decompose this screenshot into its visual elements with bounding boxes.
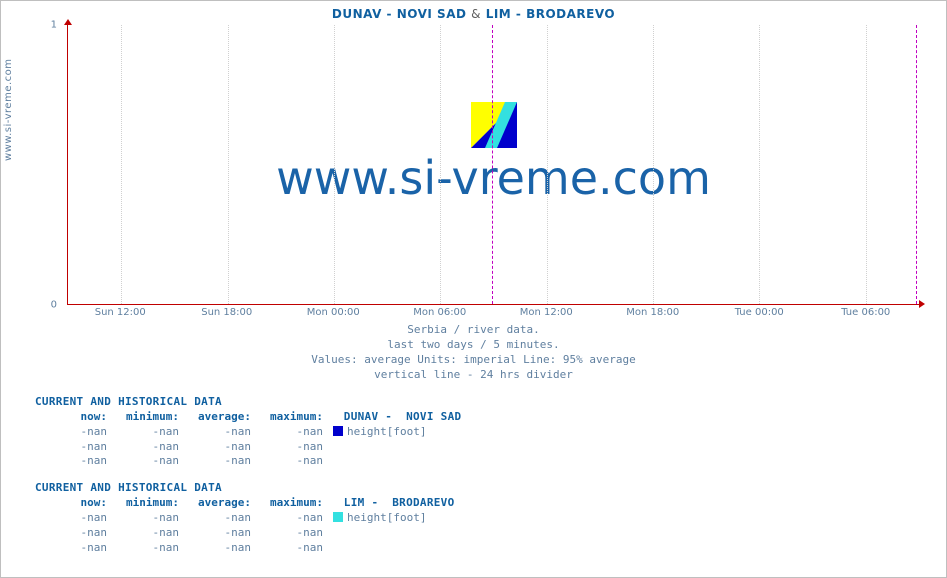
y-tick-label: 1 bbox=[51, 20, 57, 31]
table-cell: -nan bbox=[107, 454, 179, 469]
table-cell: -nan bbox=[251, 440, 323, 455]
table-row: -nan-nan-nan-nan bbox=[35, 541, 936, 556]
gridline bbox=[228, 25, 229, 304]
column-header: now: bbox=[35, 496, 107, 511]
table-row: -nan-nan-nan-nan bbox=[35, 440, 936, 455]
table-cell: -nan bbox=[179, 454, 251, 469]
table-row: -nan-nan-nan-nanheight[foot] bbox=[35, 425, 936, 440]
table-cell: -nan bbox=[251, 425, 323, 440]
table-row: -nan-nan-nan-nan bbox=[35, 526, 936, 541]
chart-title: DUNAV - NOVI SAD & LIM - BRODAREVO bbox=[1, 7, 946, 21]
column-header: maximum: bbox=[251, 496, 323, 511]
table-row: -nan-nan-nan-nan bbox=[35, 454, 936, 469]
gridline bbox=[653, 25, 654, 304]
column-header: average: bbox=[179, 410, 251, 425]
table-cell: -nan bbox=[35, 526, 107, 541]
x-tick-label: Tue 06:00 bbox=[841, 307, 890, 318]
column-header: average: bbox=[179, 496, 251, 511]
watermark-logo-icon bbox=[471, 102, 517, 148]
table-cell: -nan bbox=[251, 526, 323, 541]
x-axis-arrow-icon bbox=[919, 300, 925, 308]
caption-line-2: last two days / 5 minutes. bbox=[1, 338, 946, 353]
table-cell: -nan bbox=[251, 511, 323, 526]
column-header: maximum: bbox=[251, 410, 323, 425]
gridline bbox=[759, 25, 760, 304]
x-axis-ticks: Sun 12:00 Sun 18:00 Mon 00:00 Mon 06:00 Mon … bbox=[67, 307, 919, 321]
table-cell: -nan bbox=[35, 541, 107, 556]
table-cell: -nan bbox=[179, 440, 251, 455]
table-row: -nan-nan-nan-nanheight[foot] bbox=[35, 511, 936, 526]
caption-line-1: Serbia / river data. bbox=[1, 323, 946, 338]
plot-canvas: www.si-vreme.com bbox=[67, 25, 919, 305]
table-header-row: now:minimum:average:maximum: DUNAV - NOV… bbox=[35, 410, 936, 425]
table-heading: CURRENT AND HISTORICAL DATA bbox=[35, 395, 936, 410]
y-axis-arrow-icon bbox=[64, 19, 72, 25]
table-cell: -nan bbox=[179, 541, 251, 556]
table-header-row: now:minimum:average:maximum: LIM - BRODA… bbox=[35, 496, 936, 511]
table-cell: -nan bbox=[251, 541, 323, 556]
x-tick-label: Sun 18:00 bbox=[201, 307, 252, 318]
series-label: DUNAV - NOVI SAD bbox=[323, 410, 461, 423]
gridline bbox=[440, 25, 441, 304]
legend-swatch-icon bbox=[333, 426, 343, 436]
title-ampersand: & bbox=[471, 7, 481, 21]
y-axis-ticks: 01 bbox=[1, 25, 63, 305]
watermark-text: www.si-vreme.com bbox=[276, 151, 711, 205]
column-header: now: bbox=[35, 410, 107, 425]
x-tick-label: Mon 18:00 bbox=[626, 307, 679, 318]
gridline bbox=[866, 25, 867, 304]
data-tables: CURRENT AND HISTORICAL DATAnow:minimum:a… bbox=[35, 395, 936, 567]
y-tick-label: 0 bbox=[51, 300, 57, 311]
legend-swatch-icon bbox=[333, 512, 343, 522]
table-cell: -nan bbox=[179, 526, 251, 541]
series-label: LIM - BRODAREVO bbox=[323, 496, 455, 509]
data-table: CURRENT AND HISTORICAL DATAnow:minimum:a… bbox=[35, 395, 936, 469]
table-cell: -nan bbox=[35, 425, 107, 440]
table-cell: -nan bbox=[107, 541, 179, 556]
table-cell: -nan bbox=[35, 454, 107, 469]
table-cell: -nan bbox=[35, 511, 107, 526]
divider-line bbox=[492, 25, 493, 304]
caption-line-3: Values: average Units: imperial Line: 95… bbox=[1, 353, 946, 368]
table-cell: -nan bbox=[107, 511, 179, 526]
gridline bbox=[334, 25, 335, 304]
title-series-b: LIM - BRODAREVO bbox=[486, 7, 615, 21]
x-tick-label: Mon 12:00 bbox=[520, 307, 573, 318]
plot-area: www.si-vreme.com bbox=[67, 25, 919, 305]
x-tick-label: Sun 12:00 bbox=[95, 307, 146, 318]
gridline bbox=[547, 25, 548, 304]
table-cell: -nan bbox=[107, 425, 179, 440]
table-cell: -nan bbox=[107, 526, 179, 541]
table-cell: -nan bbox=[179, 511, 251, 526]
x-tick-label: Mon 06:00 bbox=[413, 307, 466, 318]
table-cell: -nan bbox=[251, 454, 323, 469]
x-tick-label: Mon 00:00 bbox=[307, 307, 360, 318]
x-tick-label: Tue 00:00 bbox=[735, 307, 784, 318]
table-cell: -nan bbox=[179, 425, 251, 440]
legend-label: height[foot] bbox=[347, 425, 426, 438]
divider-line bbox=[916, 25, 917, 304]
title-series-a: DUNAV - NOVI SAD bbox=[332, 7, 467, 21]
legend-label: height[foot] bbox=[347, 511, 426, 524]
caption-line-4: vertical line - 24 hrs divider bbox=[1, 368, 946, 383]
table-cell: -nan bbox=[107, 440, 179, 455]
data-table: CURRENT AND HISTORICAL DATAnow:minimum:a… bbox=[35, 481, 936, 555]
chart-caption: Serbia / river data. last two days / 5 m… bbox=[1, 323, 946, 382]
column-header: minimum: bbox=[107, 496, 179, 511]
table-cell: -nan bbox=[35, 440, 107, 455]
table-heading: CURRENT AND HISTORICAL DATA bbox=[35, 481, 936, 496]
gridline bbox=[121, 25, 122, 304]
column-header: minimum: bbox=[107, 410, 179, 425]
